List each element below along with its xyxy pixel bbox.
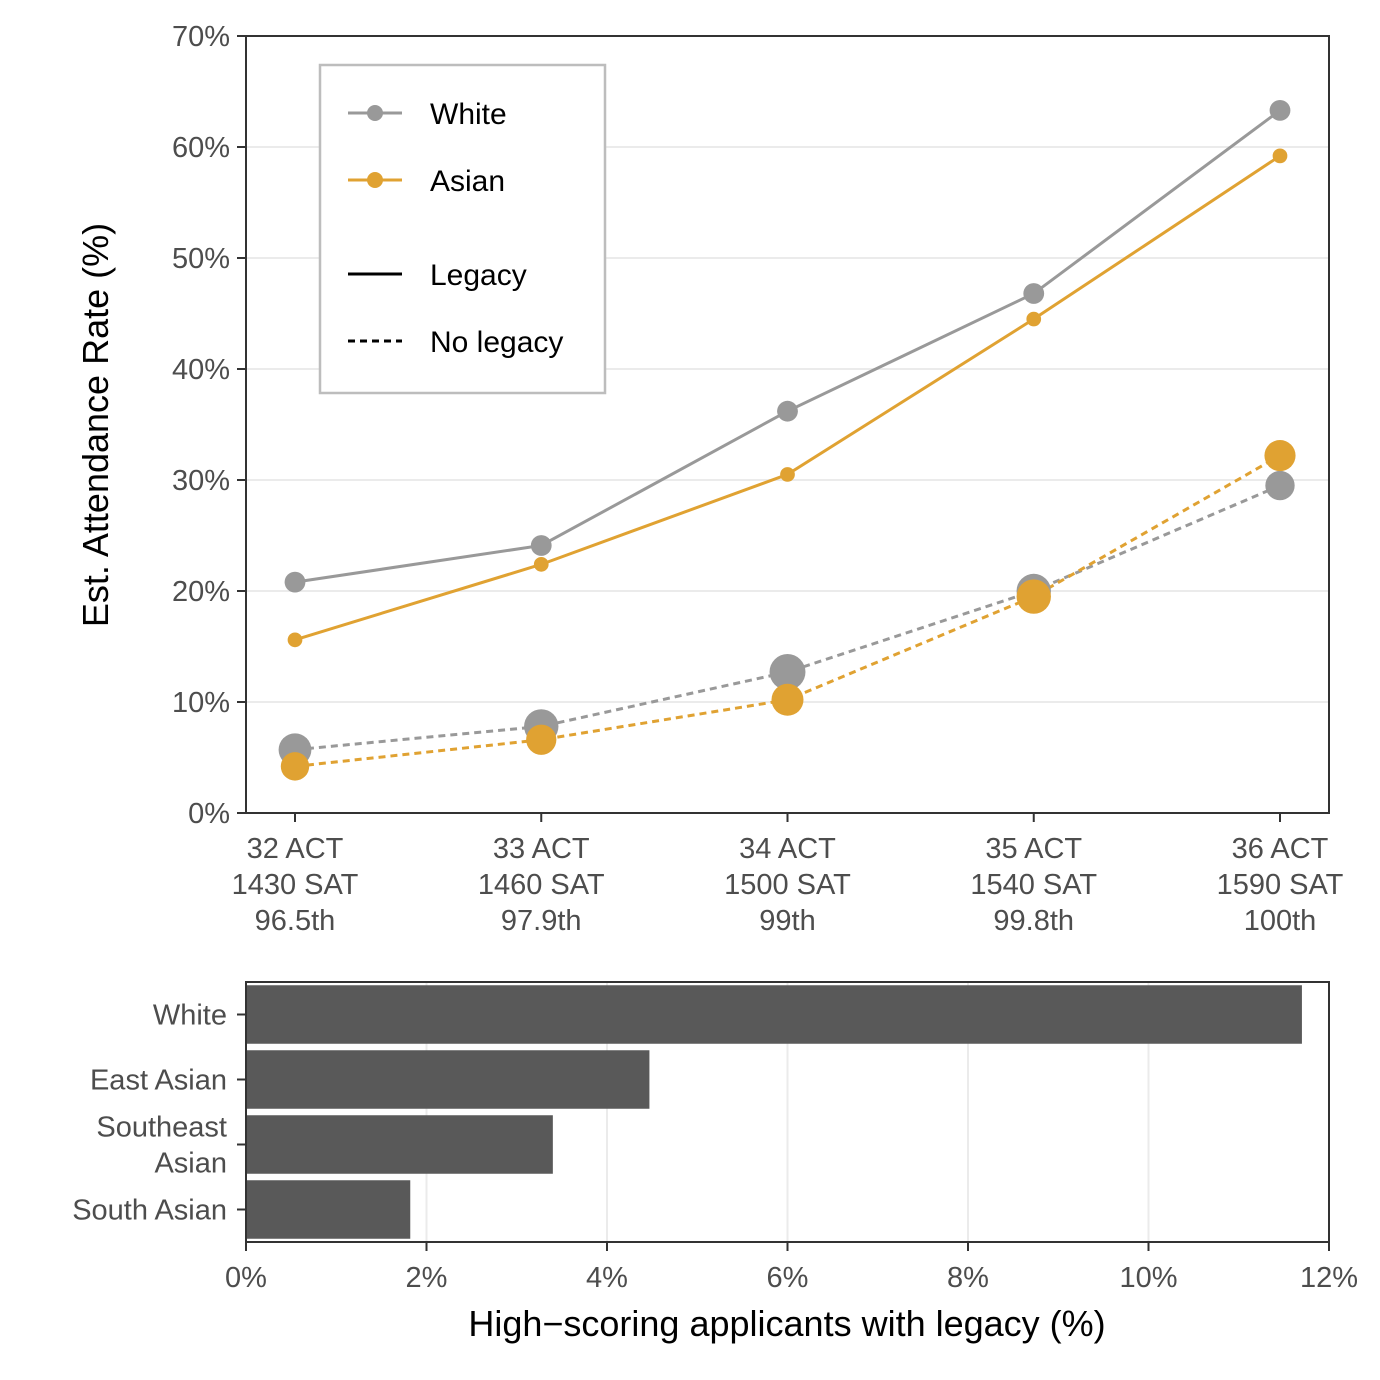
legend-label-no-legacy: No legacy [430,326,563,359]
bottom-x-tick-label: 10% [1119,1262,1177,1294]
bottom-y-tick-label: South Asian [72,1195,227,1227]
bottom-bars [246,985,1302,1239]
top-x-tick-label: 35 ACT 1540 SAT 99.8th [970,833,1097,937]
bottom-x-tick-label: 6% [767,1262,809,1294]
point-asian-no-legacy [1264,440,1296,472]
bottom-x-axis-title: High−scoring applicants with legacy (%) [468,1303,1105,1344]
top-y-tick-label: 70% [172,21,230,53]
bottom-x-tick-label: 2% [406,1262,448,1294]
point-asian-no-legacy [1016,579,1051,614]
point-asian-no-legacy [526,724,557,755]
top-y-axis-title: Est. Attendance Rate (%) [75,223,116,627]
top-x-tick-label: 34 ACT 1500 SAT 99th [724,833,851,937]
bottom-x-tick-label: 4% [586,1262,628,1294]
attendance-rate-chart: 0% 10% 20% 30% 40% 50% 60% 70% 32 ACT 1430 SAT 96… [75,21,1344,937]
top-y-tick-label: 10% [172,687,230,719]
bottom-y-tick-label: White [153,1000,227,1032]
top-x-axis: 32 ACT 1430 SAT 96.5th 33 ACT 1460 SAT 97.9th… [232,813,1344,937]
top-x-tick-label: 36 ACT 1590 SAT 100th [1217,833,1344,937]
bottom-x-axis: 0% 2% 4% 6% 8% 10% 12% [225,1242,1358,1294]
point-asian-legacy [287,632,303,648]
point-white-no-legacy [769,654,806,691]
top-y-tick-label: 20% [172,576,230,608]
top-x-tick-label: 32 ACT 1430 SAT 96.5th [232,833,359,937]
top-x-tick-label: 33 ACT 1460 SAT 97.9th [478,833,605,937]
top-series-points [278,99,1296,781]
point-white-legacy [1023,283,1045,304]
bottom-y-axis: White East Asian Southeast Asian South Asian [72,1000,246,1227]
legend: White Asian Legacy No legacy [318,63,607,395]
top-y-tick-label: 50% [172,243,230,275]
legend-asian-point [367,172,383,188]
legend-box [318,63,607,395]
point-white-no-legacy [1265,470,1295,501]
point-asian-legacy [780,467,795,482]
bar-white [246,985,1302,1044]
top-y-axis: 0% 10% 20% 30% 40% 50% 60% 70% [172,21,246,830]
top-y-tick-label: 30% [172,465,230,497]
legacy-share-chart: White East Asian Southeast Asian South Asian… [72,981,1358,1344]
legend-label-legacy: Legacy [430,259,527,292]
point-asian-no-legacy [771,683,804,716]
point-white-legacy [284,571,306,593]
top-y-tick-label: 40% [172,354,230,386]
point-white-legacy [1269,99,1291,121]
point-white-legacy [530,535,552,556]
legend-label-white: White [430,98,507,131]
bottom-x-tick-label: 12% [1300,1262,1358,1294]
point-asian-legacy [1272,148,1288,164]
point-white-legacy [777,400,798,422]
point-asian-legacy [533,557,549,572]
bottom-x-tick-label: 0% [225,1262,267,1294]
bar-east-asian [246,1050,650,1109]
top-y-tick-label: 0% [188,798,230,830]
point-asian-legacy [1026,311,1042,327]
bottom-x-tick-label: 8% [947,1262,989,1294]
legend-white-point [367,105,383,121]
bottom-y-tick-label: East Asian [90,1065,227,1097]
top-y-tick-label: 60% [172,132,230,164]
bar-southeast-asian [246,1115,553,1174]
point-asian-no-legacy [280,752,310,781]
bottom-y-tick-label: Southeast Asian [96,1112,227,1180]
bar-south-asian [246,1180,411,1239]
legend-label-asian: Asian [430,165,505,198]
